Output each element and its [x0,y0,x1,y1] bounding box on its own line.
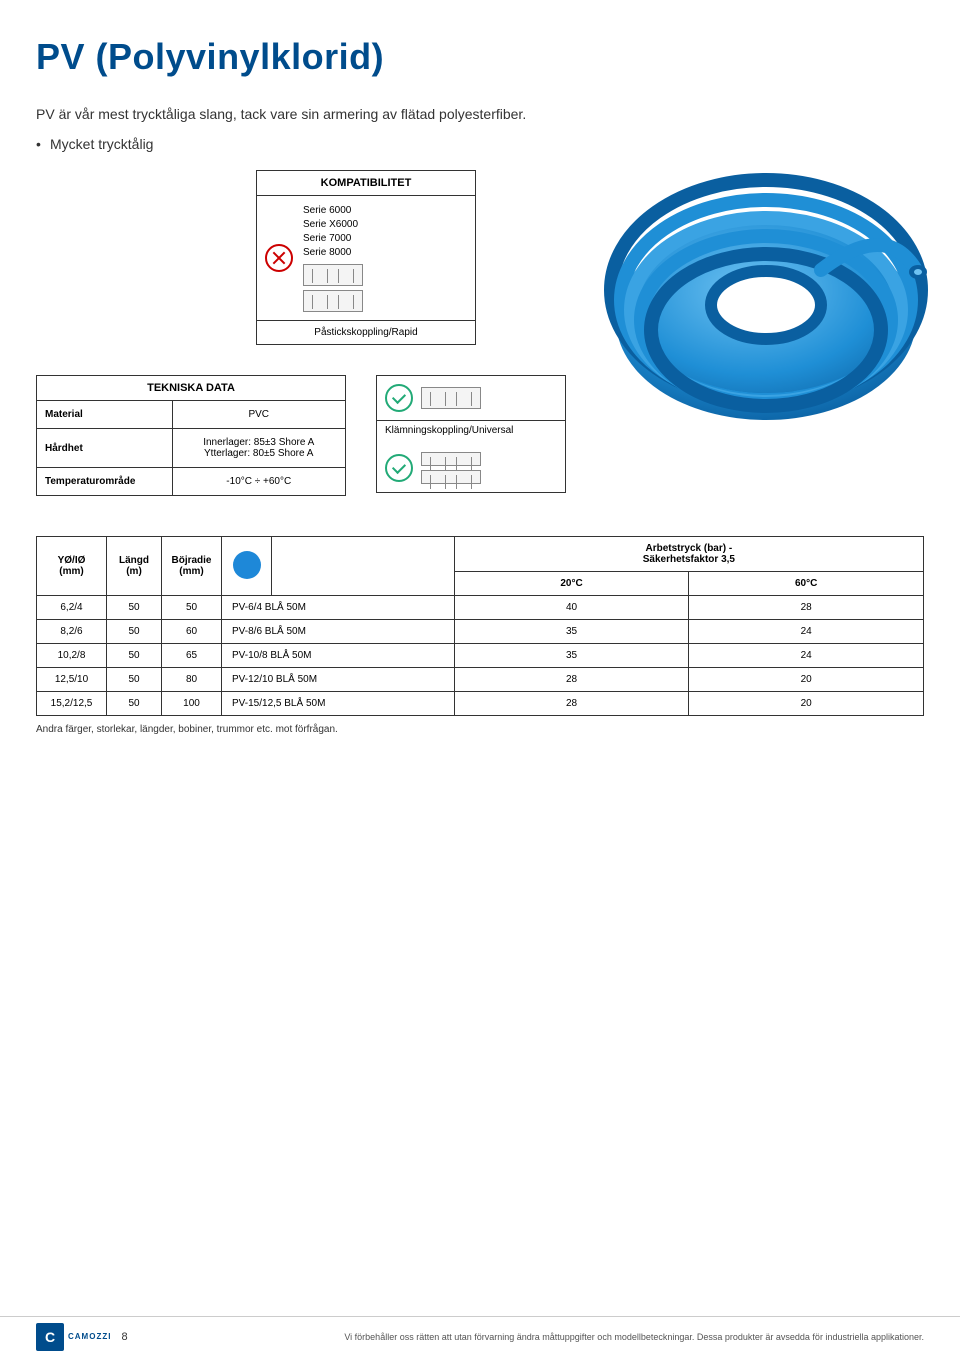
table-row: 12,5/105080PV-12/10 BLÅ 50M2820 [37,668,924,692]
hose-coil-image [596,120,936,460]
kompat-box: KOMPATIBILITET Serie 6000 Serie X6000 Se… [256,170,476,345]
cell-t20: 40 [454,596,689,620]
tek-label: Material [37,401,173,428]
col-arbetstryck: Arbetstryck (bar) - Säkerhetsfaktor 3,5 [454,537,923,572]
cell-langd: 50 [107,668,162,692]
kompat-series: Serie X6000 [303,218,363,232]
col-langd: Längd (m) [107,537,162,596]
kompat-series: Serie 8000 [303,246,363,260]
col-bojradie: Böjradie (mm) [162,537,222,596]
cell-part: PV-10/8 BLÅ 50M [222,644,455,668]
spec-table: YØ/IØ (mm) Längd (m) Böjradie (mm) Arbet… [36,536,924,716]
kompat-footer: Påstickskoppling/Rapid [257,321,475,344]
cell-t60: 24 [689,644,924,668]
cell-yoio: 12,5/10 [37,668,107,692]
table-row: 6,2/45050PV-6/4 BLÅ 50M4028 [37,596,924,620]
kompat-series: Serie 6000 [303,204,363,218]
coupling-label: Klämningskoppling/Universal [377,421,565,444]
check-icon [385,384,413,412]
fitting-sketch [303,264,363,286]
fitting-sketch [303,290,363,312]
fitting-sketch [421,452,481,466]
col-color [222,537,272,596]
cell-boj: 60 [162,620,222,644]
cell-t20: 35 [454,644,689,668]
col-20c: 20°C [454,572,689,596]
footer-disclaimer: Vi förbehåller oss rätten att utan förva… [344,1332,924,1342]
cell-yoio: 8,2/6 [37,620,107,644]
teknisk-title: TEKNISKA DATA [37,376,345,401]
cell-part: PV-6/4 BLÅ 50M [222,596,455,620]
cell-boj: 80 [162,668,222,692]
tek-value: Innerlager: 85±3 Shore A Ytterlager: 80±… [173,429,345,467]
col-part [272,537,455,596]
cell-langd: 50 [107,644,162,668]
x-icon [265,244,293,272]
cell-part: PV-15/12,5 BLÅ 50M [222,692,455,716]
table-row: 15,2/12,550100PV-15/12,5 BLÅ 50M2820 [37,692,924,716]
brand-logo: C [36,1323,64,1351]
cell-t20: 28 [454,668,689,692]
cell-part: PV-12/10 BLÅ 50M [222,668,455,692]
tek-label: Temperaturområde [37,468,173,495]
brand-name: CAMOZZI [68,1332,111,1341]
cell-yoio: 15,2/12,5 [37,692,107,716]
cell-t60: 20 [689,692,924,716]
cell-t20: 28 [454,692,689,716]
table-row: 8,2/65060PV-8/6 BLÅ 50M3524 [37,620,924,644]
table-row: 10,2/85065PV-10/8 BLÅ 50M3524 [37,644,924,668]
color-dot [233,551,261,579]
fitting-sketch [421,470,481,484]
cell-t60: 20 [689,668,924,692]
check-icon [385,454,413,482]
fitting-sketch [421,387,481,409]
page-footer: C CAMOZZI 8 Vi förbehåller oss rätten at… [0,1316,960,1356]
kompat-series: Serie 7000 [303,232,363,246]
table-footnote: Andra färger, storlekar, längder, bobine… [36,724,924,735]
cell-t60: 28 [689,596,924,620]
kompat-title: KOMPATIBILITET [257,171,475,196]
cell-t20: 35 [454,620,689,644]
page-number: 8 [121,1331,127,1343]
tek-value: PVC [173,401,345,428]
cell-boj: 50 [162,596,222,620]
tek-value: -10°C ÷ +60°C [173,468,345,495]
cell-boj: 100 [162,692,222,716]
cell-boj: 65 [162,644,222,668]
col-yoio: YØ/IØ (mm) [37,537,107,596]
page-title: PV (Polyvinylklorid) [36,36,924,78]
kompat-series-list: Serie 6000 Serie X6000 Serie 7000 Serie … [303,204,363,260]
col-60c: 60°C [689,572,924,596]
coupling-box: Klämningskoppling/Universal [376,375,566,493]
tek-label: Hårdhet [37,429,173,467]
cell-langd: 50 [107,620,162,644]
teknisk-data-table: TEKNISKA DATA Material PVC Hårdhet Inner… [36,375,346,496]
cell-part: PV-8/6 BLÅ 50M [222,620,455,644]
cell-yoio: 10,2/8 [37,644,107,668]
cell-t60: 24 [689,620,924,644]
cell-yoio: 6,2/4 [37,596,107,620]
cell-langd: 50 [107,596,162,620]
cell-langd: 50 [107,692,162,716]
